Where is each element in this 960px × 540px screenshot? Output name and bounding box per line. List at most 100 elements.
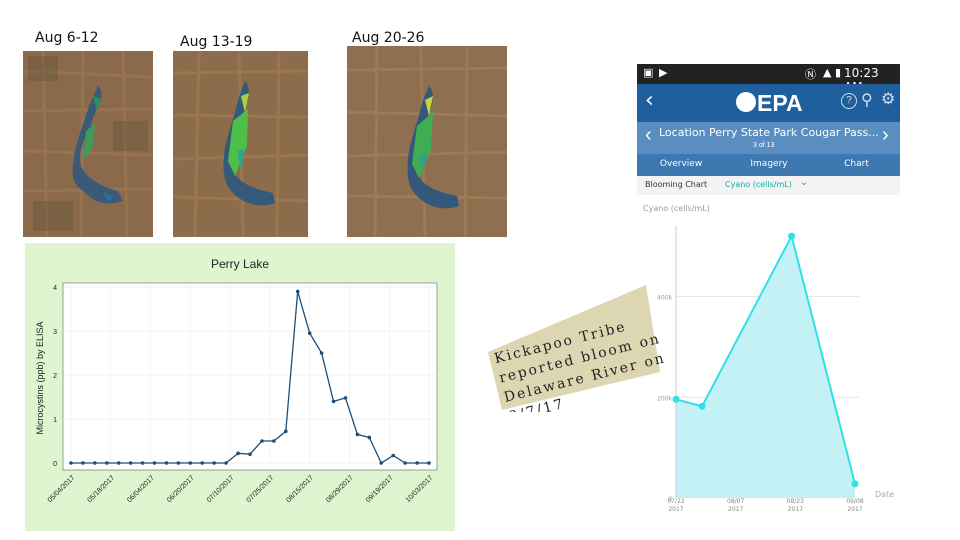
data-point (164, 461, 169, 465)
search-icon[interactable]: ⚲ (861, 92, 873, 109)
data-point (391, 453, 396, 458)
data-point (307, 331, 312, 335)
x-tick-label: 07/22 (667, 498, 684, 505)
x-tick-label: 05/04/2017 (47, 474, 77, 504)
cyano-x-axis-label: Date (875, 490, 894, 499)
epa-app-screenshot: ▣ ▶ Ⓝ ▲ ▮ 10:23 AM ‹ EPA ? ⚲ ⚙ ‹ Locatio… (637, 64, 900, 195)
cyano-chart: Cyano (cells/mL) 0 200k 400k 07/22 2017 08/0… (640, 198, 900, 520)
satellite-image-week-1 (23, 51, 153, 237)
data-point (427, 461, 431, 465)
data-point (224, 461, 228, 465)
data-point (260, 439, 264, 443)
data-point (200, 461, 205, 465)
y-tick-label: 0 (53, 461, 57, 468)
prev-location-icon[interactable]: ‹ (645, 124, 652, 146)
data-point (672, 395, 680, 403)
x-tick-label: 08/29/2017 (325, 474, 355, 504)
data-point (188, 461, 193, 465)
chart-options-bar: Blooming Chart Cyano (cells/mL) ⌄ (637, 176, 900, 195)
data-point (212, 461, 216, 465)
data-point (284, 429, 288, 434)
x-tick-year: 2017 (668, 506, 683, 513)
annotation-background (488, 285, 660, 410)
data-point (140, 461, 145, 465)
data-point (116, 461, 121, 465)
data-point (93, 461, 97, 465)
brand-name: EPA (757, 90, 803, 116)
data-point (272, 439, 276, 443)
data-point (319, 351, 324, 355)
y-tick-label: 2 (53, 373, 57, 380)
y-tick-label: 3 (53, 329, 57, 336)
nfc-icon: Ⓝ (805, 68, 816, 81)
data-point (367, 435, 372, 440)
cyano-y-axis-label: Cyano (cells/mL) (643, 204, 710, 213)
tab-chart[interactable]: Chart (813, 154, 900, 178)
y-tick-label: 1 (53, 417, 57, 424)
data-point (788, 232, 796, 240)
location-title: Location Perry State Park Cougar Pass... (659, 126, 879, 139)
x-tick-label: 08/15/2017 (285, 474, 315, 504)
data-point (105, 461, 109, 465)
data-point (81, 461, 85, 465)
y-tick-label: 200k (657, 395, 672, 402)
data-point (379, 461, 384, 465)
y-tick-label: 400k (657, 295, 672, 302)
satellite-image-week-2 (173, 51, 308, 237)
x-tick-label: 07/10/2017 (206, 474, 236, 504)
data-point (128, 461, 133, 465)
x-tick-label: 09/19/2017 (365, 474, 395, 504)
app-header: ‹ EPA ? ⚲ ⚙ (637, 84, 900, 122)
battery-icon: ▮ (835, 66, 842, 79)
week-label-1: Aug 6-12 (35, 30, 99, 46)
x-tick-label: 05/18/2017 (86, 474, 116, 504)
cyano-area-fill (676, 236, 855, 498)
play-icon: ▶ (659, 66, 668, 79)
data-point (415, 461, 419, 465)
next-location-icon[interactable]: › (882, 124, 889, 146)
status-bar: ▣ ▶ Ⓝ ▲ ▮ 10:23 AM (637, 64, 900, 94)
location-page-count: 3 of 13 (753, 142, 775, 149)
data-point (331, 399, 336, 404)
tab-overview[interactable]: Overview (659, 159, 703, 169)
epa-logo-icon (736, 92, 756, 112)
week-label-3: Aug 20-26 (352, 30, 425, 46)
x-tick-label: 08/23 (787, 498, 804, 505)
data-point (851, 480, 859, 488)
data-point (152, 461, 157, 465)
data-point (295, 289, 300, 294)
tab-imagery[interactable]: Imagery (750, 159, 788, 169)
data-point (698, 402, 706, 410)
data-point (236, 451, 240, 456)
x-tick-year: 2017 (847, 506, 862, 513)
help-icon[interactable]: ? (841, 93, 857, 109)
y-tick-label: 4 (53, 285, 57, 292)
y-tick-label: 0 (668, 496, 672, 503)
metric-select[interactable]: Cyano (cells/mL) (725, 180, 792, 189)
signal-icon: ▲ (823, 66, 832, 79)
y-axis-label: Microcystins (ppb) by ELISA (35, 321, 45, 434)
chevron-down-icon[interactable]: ⌄ (800, 177, 809, 188)
data-point (176, 461, 181, 465)
data-point (69, 461, 73, 465)
x-tick-label: 08/07 (727, 498, 744, 505)
data-point (355, 432, 360, 437)
location-bar: ‹ Location Perry State Park Cougar Pass.… (637, 122, 900, 154)
settings-gear-icon[interactable]: ⚙ (881, 91, 896, 108)
cyano-series-line (675, 233, 856, 485)
satellite-image-week-3 (347, 46, 507, 237)
plot-area (62, 282, 438, 471)
data-point (343, 396, 348, 400)
chart-title: Perry Lake (211, 257, 269, 271)
data-point (248, 452, 252, 456)
x-tick-year: 2017 (728, 506, 743, 513)
x-tick-year: 2017 (788, 506, 803, 513)
perry-lake-plot: Perry Lake 0 1 2 3 4 05/04/2017 05/18/2017 06/… (35, 257, 438, 504)
x-tick-label: 06/04/2017 (126, 474, 156, 504)
x-tick-label: 06/20/2017 (166, 474, 196, 504)
perry-lake-chart: Perry Lake 0 1 2 3 4 05/04/2017 05/18/2017 06/… (25, 243, 455, 531)
back-icon[interactable]: ‹ (645, 88, 654, 113)
annotation-box: Kickapoo Tribe reported bloom on Delawar… (478, 282, 668, 425)
x-tick-label: 09/08 (846, 498, 863, 505)
